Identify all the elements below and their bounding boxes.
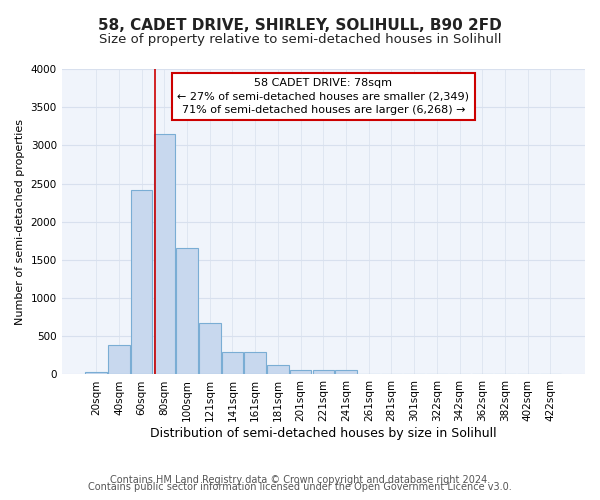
Bar [290,370,311,374]
Bar [313,370,334,374]
Y-axis label: Number of semi-detached properties: Number of semi-detached properties [15,118,25,324]
Text: Contains HM Land Registry data © Crown copyright and database right 2024.: Contains HM Land Registry data © Crown c… [110,475,490,485]
Text: Size of property relative to semi-detached houses in Solihull: Size of property relative to semi-detach… [99,32,501,46]
Bar [108,346,130,374]
Bar [222,352,243,374]
Text: 58 CADET DRIVE: 78sqm
← 27% of semi-detached houses are smaller (2,349)
71% of s: 58 CADET DRIVE: 78sqm ← 27% of semi-deta… [178,78,469,114]
Bar [154,134,175,374]
Bar [244,352,266,374]
Bar [335,370,357,374]
Text: 58, CADET DRIVE, SHIRLEY, SOLIHULL, B90 2FD: 58, CADET DRIVE, SHIRLEY, SOLIHULL, B90 … [98,18,502,32]
Bar [131,190,152,374]
Bar [267,364,289,374]
Text: Contains public sector information licensed under the Open Government Licence v3: Contains public sector information licen… [88,482,512,492]
X-axis label: Distribution of semi-detached houses by size in Solihull: Distribution of semi-detached houses by … [150,427,497,440]
Bar [199,322,221,374]
Bar [176,248,198,374]
Bar [85,372,107,374]
